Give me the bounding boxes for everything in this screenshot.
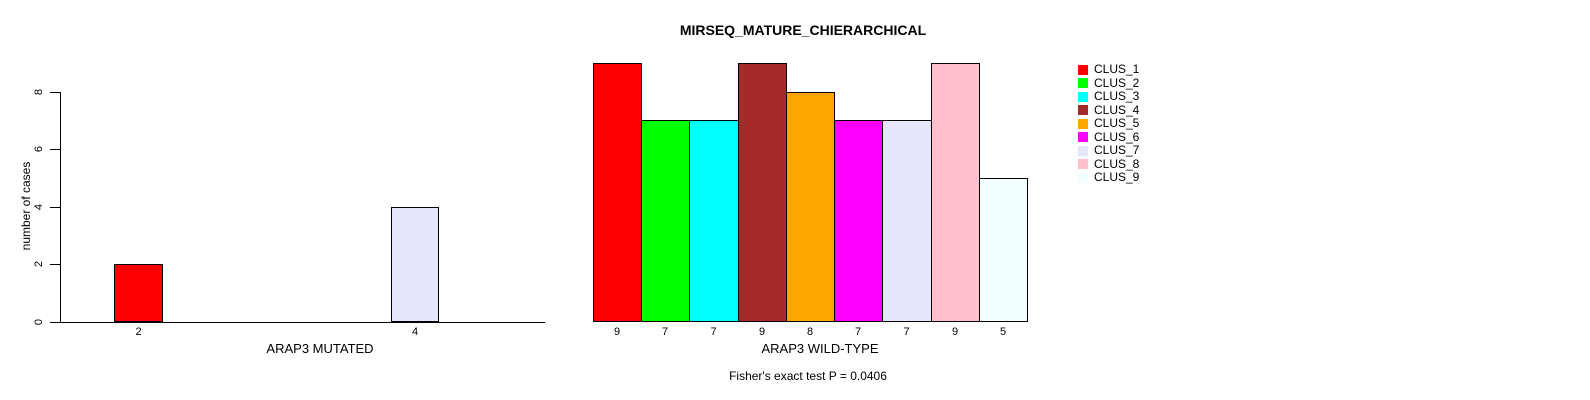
legend-swatch	[1078, 78, 1088, 89]
chart-title: MIRSEQ_MATURE_CHIERARCHICAL	[679, 22, 927, 38]
y-tick-label: 0	[33, 318, 45, 326]
cluster-legend: CLUS_1 CLUS_2 CLUS_3 CLUS_4 CLUS_5 CLUS_6 CLUS…	[1078, 62, 1140, 185]
wildtype-x-axis-title: ARAP3 WILD-TYPE	[761, 341, 879, 356]
legend-row: CLUS_8	[1078, 156, 1140, 172]
legend-swatch	[1078, 64, 1088, 75]
legend-label: CLUS_5	[1094, 116, 1140, 130]
legend-label: CLUS_9	[1094, 170, 1140, 184]
legend-label: CLUS_2	[1094, 75, 1140, 90]
bar-clus_6	[834, 120, 883, 322]
bar-value-label: 7	[661, 326, 669, 338]
legend-label: CLUS_8	[1094, 156, 1140, 171]
y-tick	[50, 207, 60, 208]
fisher-test-annotation: Fisher's exact test P = 0.0406	[729, 369, 887, 383]
legend-swatch	[1078, 172, 1088, 183]
legend-row: CLUS_5	[1078, 116, 1140, 131]
legend-row: CLUS_3	[1078, 89, 1140, 104]
bar-value-label: 7	[854, 326, 862, 338]
bar-clus_4	[738, 63, 787, 322]
legend-swatch	[1078, 105, 1088, 116]
bar-value-label: 9	[951, 326, 959, 338]
bar-value-label: 7	[710, 326, 717, 338]
y-tick	[50, 322, 60, 323]
bar-clus_2	[641, 120, 690, 322]
bar-value-label: 2	[135, 326, 142, 338]
legend-label: CLUS_1	[1094, 62, 1140, 76]
legend-row: CLUS_2	[1078, 75, 1140, 91]
mutated-x-axis-title: ARAP3 MUTATED	[266, 341, 374, 356]
bar-clus_1	[114, 264, 163, 322]
y-tick-label: 6	[33, 145, 45, 153]
y-tick-label: 4	[33, 203, 45, 211]
bar-clus_7	[391, 207, 439, 322]
bar-clus_1	[593, 63, 642, 322]
y-tick	[50, 92, 60, 93]
legend-label: CLUS_7	[1094, 143, 1140, 157]
y-tick	[50, 264, 60, 265]
y-tick-label: 8	[33, 88, 45, 96]
legend-swatch	[1078, 91, 1088, 102]
legend-swatch	[1078, 118, 1088, 129]
bar-value-label: 5	[999, 326, 1007, 338]
legend-row: CLUS_1	[1078, 62, 1140, 77]
legend-label: CLUS_3	[1094, 89, 1140, 103]
bar-value-label: 7	[903, 326, 910, 338]
bar-clus_7	[882, 120, 932, 322]
bar-clus_9	[979, 178, 1028, 322]
legend-row: CLUS_9	[1078, 170, 1140, 185]
legend-row: CLUS_7	[1078, 143, 1140, 158]
legend-row: CLUS_4	[1078, 102, 1140, 118]
bar-value-label: 9	[613, 326, 621, 338]
y-tick	[50, 149, 60, 150]
legend-swatch	[1078, 132, 1088, 143]
legend-swatch	[1078, 159, 1088, 170]
y-axis-title: number of cases	[19, 161, 33, 251]
legend-row: CLUS_6	[1078, 129, 1140, 145]
legend-label: CLUS_6	[1094, 129, 1140, 144]
y-tick-label: 2	[33, 260, 45, 268]
bar-clus_3	[689, 120, 739, 322]
bar-clus_5	[786, 92, 835, 322]
legend-label: CLUS_4	[1094, 102, 1140, 117]
bar-value-label: 8	[806, 326, 814, 338]
bar-clus_8	[931, 63, 980, 322]
left-chart-x-axis-line	[60, 322, 545, 323]
bar-value-label: 9	[758, 326, 766, 338]
left-chart-y-axis-line	[60, 92, 61, 322]
legend-swatch	[1078, 145, 1088, 156]
bar-value-label: 4	[411, 326, 419, 338]
